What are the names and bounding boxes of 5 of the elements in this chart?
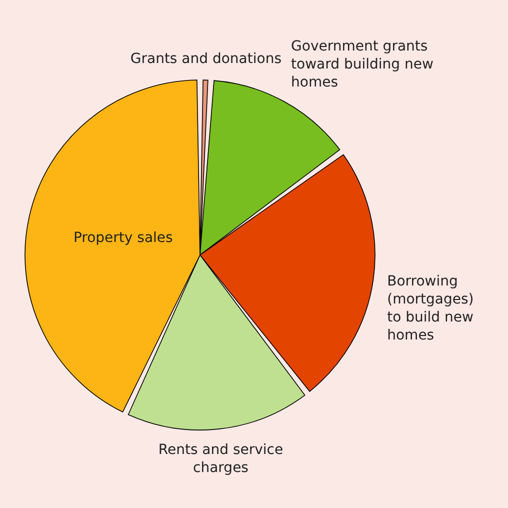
slice-label: Grants and donations — [130, 51, 282, 68]
slice-label: Government grants toward building new homes — [291, 38, 434, 90]
slice-label: Rents and service charges — [158, 442, 284, 476]
slice-label: Borrowing (mortgages) to build new homes — [387, 274, 474, 344]
slice-label: Property sales — [73, 230, 173, 246]
